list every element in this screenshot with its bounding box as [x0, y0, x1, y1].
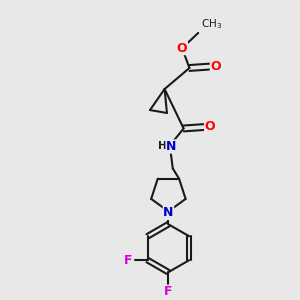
- Text: F: F: [124, 254, 132, 267]
- Text: F: F: [164, 285, 173, 298]
- Text: O: O: [210, 60, 221, 73]
- Text: O: O: [205, 121, 215, 134]
- Text: H: H: [158, 141, 167, 151]
- Text: CH$_3$: CH$_3$: [200, 17, 222, 31]
- Text: N: N: [166, 140, 176, 153]
- Text: O: O: [177, 42, 188, 55]
- Text: N: N: [163, 206, 174, 219]
